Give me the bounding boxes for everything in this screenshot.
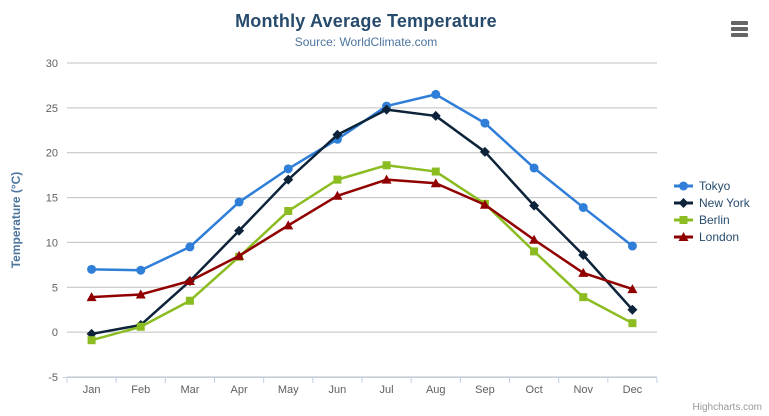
- series-line-london[interactable]: [90, 178, 634, 299]
- data-point-tokyo[interactable]: [136, 265, 146, 275]
- legend-label: Tokyo: [699, 178, 731, 193]
- legend-item-tokyo[interactable]: Tokyo: [673, 177, 750, 194]
- series-line-berlin[interactable]: [90, 164, 634, 342]
- data-point-tokyo[interactable]: [283, 164, 293, 174]
- triangle-marker-icon: [674, 231, 693, 241]
- diamond-marker-icon: [674, 197, 693, 208]
- data-point-london[interactable]: [135, 289, 146, 299]
- data-point-tokyo[interactable]: [627, 241, 637, 251]
- x-axis-tick-label: Sep: [475, 384, 495, 396]
- data-point-tokyo[interactable]: [431, 89, 441, 99]
- data-point-berlin[interactable]: [333, 175, 342, 184]
- circle-marker-icon: [674, 180, 693, 191]
- data-point-new-york[interactable]: [283, 174, 294, 185]
- data-point-tokyo[interactable]: [578, 202, 588, 212]
- x-axis-tick-label: Mar: [180, 384, 199, 396]
- data-point-berlin[interactable]: [579, 293, 588, 302]
- data-point-berlin[interactable]: [185, 296, 194, 305]
- data-point-london[interactable]: [86, 292, 97, 302]
- legend-label: Berlin: [699, 212, 730, 227]
- data-point-london[interactable]: [578, 267, 589, 277]
- data-point-new-york[interactable]: [430, 110, 441, 121]
- data-point-berlin[interactable]: [284, 207, 293, 216]
- x-axis-tick-label: Feb: [131, 384, 150, 396]
- data-point-london[interactable]: [381, 174, 392, 184]
- chart-subtitle: Source: WorldClimate.com: [294, 35, 438, 49]
- data-point-tokyo[interactable]: [234, 197, 244, 207]
- data-point-berlin[interactable]: [87, 336, 96, 345]
- highcharts-credit[interactable]: Highcharts.com: [692, 402, 762, 413]
- data-point-tokyo[interactable]: [185, 242, 195, 252]
- series-line-tokyo[interactable]: [90, 93, 634, 272]
- data-point-new-york[interactable]: [627, 304, 638, 315]
- data-point-berlin[interactable]: [382, 161, 391, 170]
- x-axis-tick-label: Aug: [426, 384, 446, 396]
- data-point-new-york[interactable]: [529, 200, 540, 211]
- x-axis-tick-label: Jul: [380, 384, 394, 396]
- series-line-new-york[interactable]: [90, 108, 634, 336]
- data-point-new-york[interactable]: [578, 249, 589, 260]
- y-axis-tick-label: 10: [46, 237, 58, 249]
- data-point-new-york[interactable]: [332, 129, 343, 140]
- data-point-london[interactable]: [479, 199, 490, 209]
- y-axis-tick-label: -5: [48, 372, 58, 384]
- data-point-tokyo[interactable]: [529, 163, 539, 173]
- legend: Tokyo New York Berlin London: [673, 177, 750, 245]
- y-axis-tick-label: 25: [46, 103, 58, 115]
- data-point-berlin[interactable]: [530, 247, 539, 256]
- y-axis-tick-label: 15: [46, 193, 58, 205]
- x-axis-tick-label: May: [278, 384, 299, 396]
- legend-label: London: [699, 229, 740, 244]
- data-point-london[interactable]: [184, 276, 195, 286]
- data-point-new-york[interactable]: [234, 225, 245, 236]
- y-axis-tick-label: 5: [52, 282, 58, 294]
- y-axis-tick-label: 20: [46, 148, 58, 160]
- chart-title: Monthly Average Temperature: [235, 11, 497, 31]
- data-point-tokyo[interactable]: [87, 264, 97, 274]
- square-marker-icon: [674, 215, 693, 224]
- data-point-berlin[interactable]: [628, 319, 637, 328]
- hamburger-icon[interactable]: [731, 21, 748, 37]
- y-axis-tick-label: 0: [52, 327, 58, 339]
- data-point-berlin[interactable]: [136, 322, 145, 331]
- x-axis-tick-label: Nov: [573, 384, 593, 396]
- x-axis-tick-label: Apr: [231, 384, 248, 396]
- y-axis-title: Temperature (°C): [9, 171, 23, 269]
- x-axis-tick-label: Jan: [83, 384, 101, 396]
- data-point-berlin[interactable]: [431, 167, 440, 176]
- data-point-london[interactable]: [627, 284, 638, 294]
- data-point-new-york[interactable]: [479, 146, 490, 157]
- data-point-london[interactable]: [234, 250, 245, 260]
- data-point-london[interactable]: [430, 178, 441, 188]
- x-axis-tick-label: Jun: [329, 384, 347, 396]
- data-point-london[interactable]: [332, 190, 343, 200]
- data-point-london[interactable]: [529, 234, 540, 244]
- legend-item-new-york[interactable]: New York: [673, 194, 750, 211]
- x-axis-tick-label: Dec: [623, 384, 643, 396]
- x-axis-tick-label: Oct: [526, 384, 543, 396]
- y-axis-tick-label: 30: [46, 58, 58, 70]
- data-point-london[interactable]: [283, 220, 294, 230]
- legend-item-berlin[interactable]: Berlin: [673, 211, 750, 228]
- data-point-tokyo[interactable]: [480, 118, 490, 128]
- legend-label: New York: [699, 195, 750, 210]
- data-point-new-york[interactable]: [381, 104, 392, 115]
- legend-item-london[interactable]: London: [673, 228, 750, 245]
